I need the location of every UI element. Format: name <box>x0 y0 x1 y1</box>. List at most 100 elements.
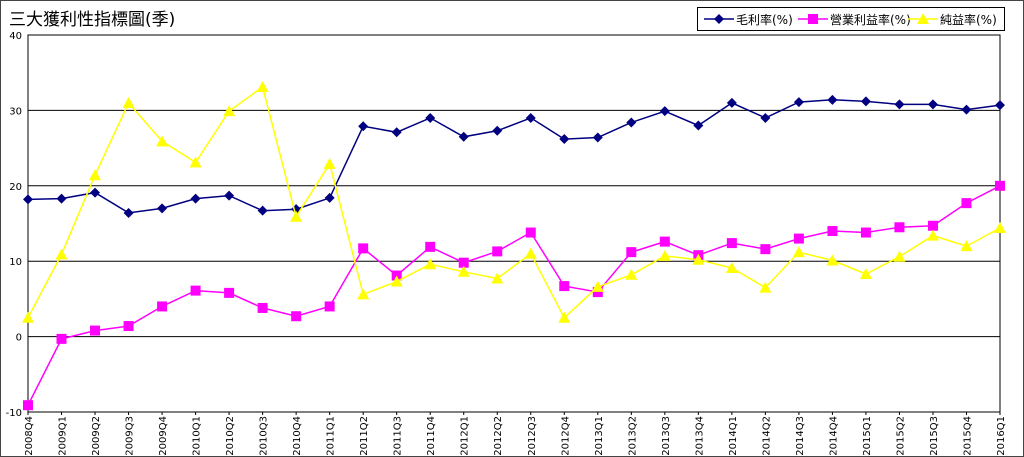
data-point-triangle <box>524 247 537 259</box>
data-point-diamond <box>726 97 737 108</box>
y-tick-label: 10 <box>9 257 22 268</box>
data-point-triangle <box>457 265 470 277</box>
data-point-diamond <box>324 192 335 203</box>
legend-label-operating-margin: 營業利益率(%) <box>830 13 911 27</box>
data-point-triangle <box>290 210 303 222</box>
data-point-square <box>961 198 972 209</box>
data-point-diamond <box>224 190 235 201</box>
data-point-diamond <box>492 125 503 136</box>
data-point-diamond <box>592 132 603 143</box>
data-point-triangle <box>491 272 504 284</box>
x-tick-label: 2015Q1 <box>862 416 873 456</box>
chart-title: 三大獲利性指標圖(季) <box>9 10 176 30</box>
data-point-triangle <box>826 254 839 266</box>
series-line-2 <box>27 85 1001 320</box>
data-point-diamond <box>793 97 804 108</box>
data-point-diamond <box>995 100 1005 111</box>
data-point-square <box>559 281 570 292</box>
x-tick-label: 2015Q4 <box>962 416 973 456</box>
data-point-diamond <box>626 117 637 128</box>
y-tick-label: -10 <box>6 408 22 419</box>
series-line-1 <box>27 185 1001 406</box>
data-point-diamond <box>257 205 268 216</box>
legend-marker-diamond-icon <box>704 14 734 24</box>
legend-marker-triangle-icon <box>908 13 938 24</box>
data-point-diamond <box>458 131 469 142</box>
data-point-triangle <box>792 246 805 258</box>
x-tick-label: 2012Q2 <box>493 416 504 456</box>
x-tick-label: 2008Q4 <box>24 416 35 456</box>
data-point-diamond <box>693 120 704 131</box>
x-tick-label: 2009Q1 <box>58 416 69 456</box>
data-point-diamond <box>90 187 101 198</box>
data-point-diamond <box>157 203 168 214</box>
data-point-diamond <box>927 99 938 110</box>
x-tick-label: 2013Q3 <box>661 416 672 456</box>
series-line-0 <box>27 99 1001 214</box>
x-tick-label: 2013Q1 <box>594 416 605 456</box>
data-point-triangle <box>926 229 939 241</box>
legend-label-net-margin: 純益率(%) <box>940 13 997 27</box>
data-point-diamond <box>894 99 905 110</box>
x-tick-label: 2015Q3 <box>929 416 940 456</box>
data-point-triangle <box>725 261 738 273</box>
x-tick-label: 2012Q4 <box>560 416 571 456</box>
x-tick-label: 2010Q4 <box>292 416 303 456</box>
data-point-triangle <box>893 250 906 262</box>
x-tick-label: 2011Q2 <box>359 416 370 456</box>
data-point-triangle <box>256 81 269 93</box>
plot-area <box>27 34 1001 413</box>
data-point-diamond <box>358 121 369 132</box>
x-tick-label: 2012Q3 <box>527 416 538 456</box>
data-point-square <box>525 227 536 238</box>
legend-label-gross-margin: 毛利率(%) <box>736 13 793 27</box>
x-tick-label: 2010Q1 <box>192 416 203 456</box>
data-point-square <box>190 285 201 296</box>
data-point-square <box>425 241 436 252</box>
data-point-square <box>123 321 134 332</box>
legend-marker-square-icon <box>798 14 828 24</box>
x-tick-label: 2011Q4 <box>426 416 437 456</box>
data-point-triangle <box>156 135 169 147</box>
data-point-square <box>860 227 871 238</box>
x-tick-label: 2009Q4 <box>158 416 169 456</box>
y-tick-label: 30 <box>9 106 22 117</box>
data-point-square <box>157 301 168 312</box>
data-point-diamond <box>659 106 670 117</box>
data-point-square <box>358 243 369 254</box>
x-tick-label: 2013Q4 <box>694 416 705 456</box>
data-point-square <box>324 301 335 312</box>
y-tick-label: 20 <box>9 182 22 193</box>
data-point-triangle <box>390 275 403 287</box>
x-tick-label: 2016Q1 <box>996 416 1007 456</box>
data-point-square <box>894 222 905 233</box>
data-point-diamond <box>961 104 972 115</box>
data-point-triangle <box>89 169 102 181</box>
data-point-square <box>90 325 101 336</box>
data-point-triangle <box>859 268 872 280</box>
x-tick-label: 2009Q2 <box>91 416 102 456</box>
data-point-square <box>995 180 1005 191</box>
x-tick-label: 2012Q1 <box>460 416 471 456</box>
data-point-diamond <box>425 112 436 123</box>
y-tick-label: 0 <box>16 333 22 344</box>
data-point-triangle <box>960 240 973 252</box>
data-point-triangle <box>591 280 604 292</box>
data-point-square <box>224 287 235 298</box>
data-point-diamond <box>56 193 67 204</box>
data-point-diamond <box>860 96 871 107</box>
data-point-triangle <box>22 311 34 323</box>
data-point-square <box>927 220 938 231</box>
data-point-square <box>659 236 670 247</box>
data-point-diamond <box>23 194 33 205</box>
x-tick-label: 2009Q3 <box>125 416 136 456</box>
x-tick-label: 2015Q2 <box>895 416 906 456</box>
legend: 毛利率(%) 營業利益率(%) 純益率(%) <box>697 7 1005 31</box>
data-point-square <box>391 270 402 281</box>
data-point-square <box>760 244 771 255</box>
data-point-triangle <box>658 249 671 261</box>
x-tick-label: 2011Q3 <box>393 416 404 456</box>
data-point-square <box>592 287 603 298</box>
